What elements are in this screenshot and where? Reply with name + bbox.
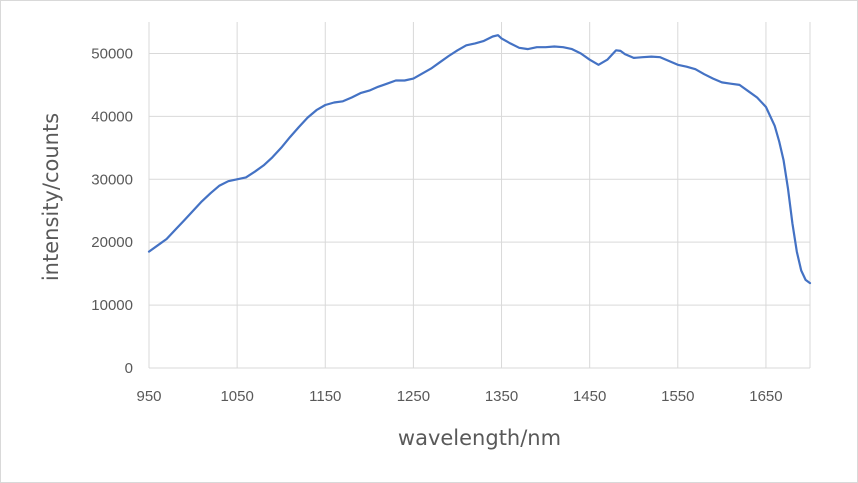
x-tick-label: 1150 [309, 388, 341, 405]
y-tick-labels: 0 10000 20000 30000 40000 50000 [91, 45, 133, 377]
x-tick-labels: 950 1050 1150 1250 1350 1450 1550 1650 [136, 388, 782, 405]
x-axis-title: wavelength/nm [398, 426, 561, 450]
x-tick-label: 1250 [397, 388, 430, 405]
y-tick-label: 10000 [91, 297, 133, 314]
x-tick-label: 1050 [220, 388, 253, 405]
gridlines [148, 22, 811, 369]
series-line [147, 34, 812, 285]
x-tick-label: 1650 [749, 388, 782, 405]
x-tick-label: 1550 [661, 388, 694, 405]
y-tick-label: 40000 [91, 108, 133, 125]
y-tick-label: 30000 [91, 171, 133, 188]
y-tick-label: 50000 [91, 45, 133, 62]
x-tick-label: 950 [136, 388, 161, 405]
y-tick-label: 20000 [91, 234, 133, 251]
y-tick-label: 0 [125, 360, 133, 377]
x-tick-label: 1350 [485, 388, 518, 405]
x-tick-label: 1450 [573, 388, 606, 405]
series-layer [147, 34, 812, 285]
y-axis-title: intensity/counts [39, 113, 63, 281]
